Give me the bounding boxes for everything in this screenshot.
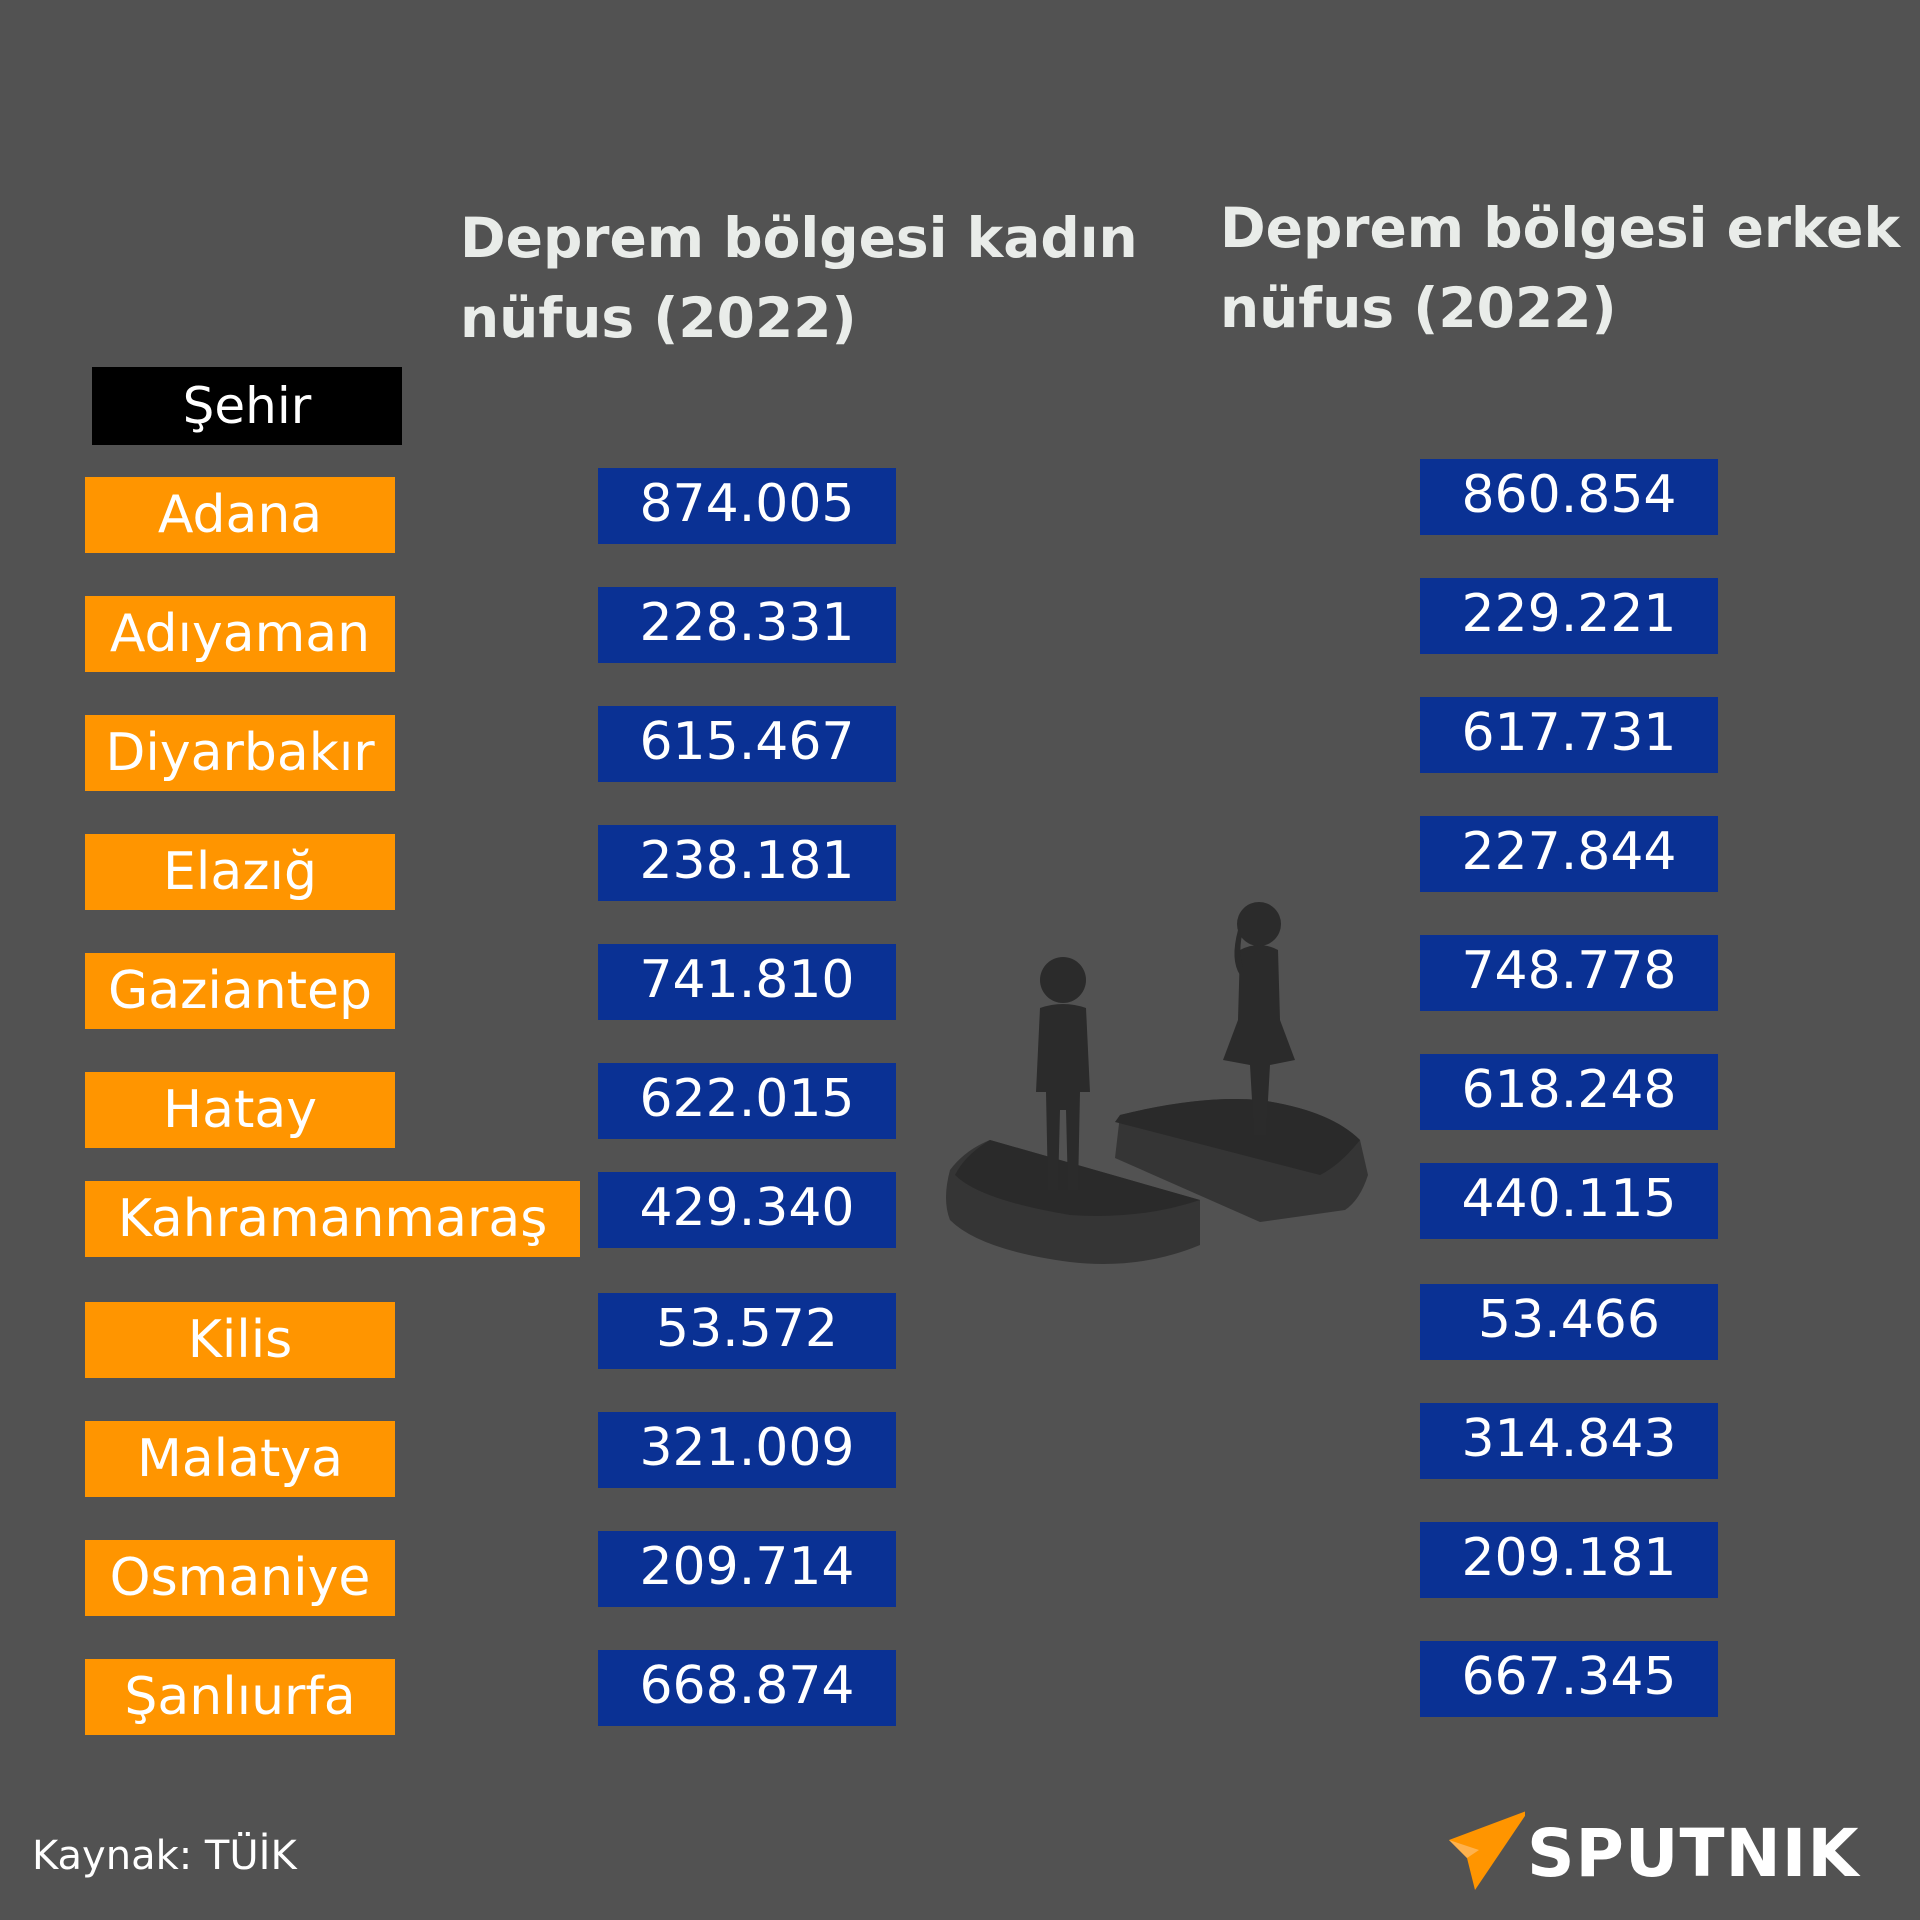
female-value: 874.005 <box>598 468 896 544</box>
source-note: Kaynak: TÜİK <box>32 1833 297 1879</box>
female-heading-line-2: nüfus (2022) <box>460 286 857 350</box>
female-value: 429.340 <box>598 1172 896 1248</box>
city-label: Gaziantep <box>85 953 395 1029</box>
male-value: 748.778 <box>1420 935 1718 1011</box>
city-label: Elazığ <box>85 834 395 910</box>
male-value: 209.181 <box>1420 1522 1718 1598</box>
female-value: 53.572 <box>598 1293 896 1369</box>
people-illustration-icon <box>946 902 1368 1264</box>
city-label: Malatya <box>85 1421 395 1497</box>
city-label: Diyarbakır <box>85 715 395 791</box>
sputnik-logo-icon <box>1449 1810 1529 1890</box>
male-value: 314.843 <box>1420 1403 1718 1479</box>
female-value: 238.181 <box>598 825 896 901</box>
city-label: Adana <box>85 477 395 553</box>
city-label: Osmaniye <box>85 1540 395 1616</box>
sputnik-logo: SPUTNIK <box>1445 1810 1865 1900</box>
female-value: 741.810 <box>598 944 896 1020</box>
city-label: Kilis <box>85 1302 395 1378</box>
male-value: 860.854 <box>1420 459 1718 535</box>
city-label: Hatay <box>85 1072 395 1148</box>
male-value: 53.466 <box>1420 1284 1718 1360</box>
male-value: 618.248 <box>1420 1054 1718 1130</box>
male-value: 667.345 <box>1420 1641 1718 1717</box>
female-heading-line-1: Deprem bölgesi kadın <box>460 206 1138 270</box>
city-label: Şanlıurfa <box>85 1659 395 1735</box>
male-heading-line-1: Deprem bölgesi erkek <box>1220 196 1901 260</box>
male-value: 229.221 <box>1420 578 1718 654</box>
city-column-header: Şehir <box>92 367 402 445</box>
male-heading-line-2: nüfus (2022) <box>1220 276 1617 340</box>
city-label: Adıyaman <box>85 596 395 672</box>
male-value: 440.115 <box>1420 1163 1718 1239</box>
male-value: 227.844 <box>1420 816 1718 892</box>
female-value: 668.874 <box>598 1650 896 1726</box>
male-population-heading: Deprem bölgesi erkek nüfus (2022) <box>1220 188 1900 348</box>
female-value: 209.714 <box>598 1531 896 1607</box>
female-value: 622.015 <box>598 1063 896 1139</box>
city-label: Kahramanmaraş <box>85 1181 580 1257</box>
male-value: 617.731 <box>1420 697 1718 773</box>
female-value: 321.009 <box>598 1412 896 1488</box>
female-population-heading: Deprem bölgesi kadın nüfus (2022) <box>460 198 1138 358</box>
logo-text: SPUTNIK <box>1527 1815 1860 1892</box>
female-value: 228.331 <box>598 587 896 663</box>
female-value: 615.467 <box>598 706 896 782</box>
